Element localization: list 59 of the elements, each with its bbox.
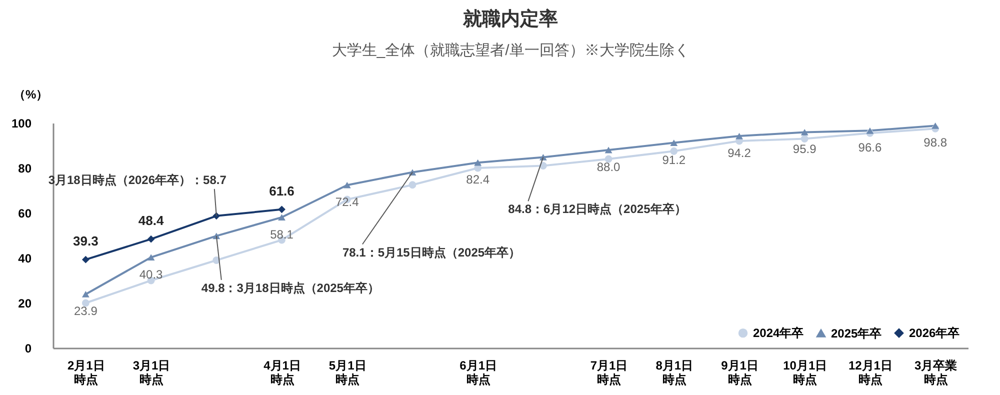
data-label: 88.0: [596, 160, 621, 174]
x-tick-label: 6月1日時点: [460, 358, 497, 386]
data-label: 98.8: [924, 136, 948, 150]
point: [604, 146, 612, 154]
point: [604, 155, 612, 163]
x-tick-label: 10月1日時点: [783, 358, 828, 386]
y-tick-label: 60: [18, 206, 32, 220]
y-tick-label: 40: [18, 252, 32, 266]
point: [82, 256, 90, 264]
data-label: 58.1: [270, 227, 294, 242]
y-axis-title: （%）: [14, 88, 48, 102]
data-label: 40.3: [139, 267, 164, 282]
point: [866, 127, 874, 134]
y-tick-label: 100: [11, 116, 32, 130]
point: [474, 159, 482, 166]
point: [278, 206, 286, 214]
x-tick-label: 3月卒業時点: [914, 358, 958, 386]
data-label: 72.4: [335, 195, 360, 210]
x-tick-label: 2月1日時点: [68, 358, 105, 386]
point: [278, 214, 286, 220]
x-tick-label: 12月1日時点: [848, 358, 892, 386]
data-label: 95.9: [792, 142, 817, 156]
y-tick-label: 80: [18, 162, 32, 176]
x-tick-label: 4月1日時点: [264, 358, 301, 386]
point: [408, 181, 416, 189]
data-label: 23.9: [74, 304, 98, 318]
point: [147, 254, 155, 261]
x-tick-label: 3月1日時点: [132, 358, 170, 386]
data-label: 49.8：3月18日時点（2025年卒）: [201, 280, 380, 295]
data-label: 78.1：5月15日時点（2025年卒）: [342, 245, 521, 260]
point: [800, 129, 808, 136]
x-tick-label: 7月1日時点: [590, 358, 628, 386]
data-label: 84.8：6月12日時点（2025年卒）: [508, 202, 686, 216]
data-label: 94.2: [728, 146, 752, 160]
data-label: 61.6: [269, 183, 294, 198]
y-tick-label: 0: [24, 342, 32, 356]
point: [147, 235, 155, 243]
point: [670, 140, 678, 146]
point: [82, 291, 90, 298]
legend-label: 2026年卒: [909, 326, 960, 340]
chart-title: 就職内定率: [462, 8, 558, 30]
point: [800, 135, 808, 142]
data-label: 96.6: [858, 140, 882, 155]
x-tick-label: 8月1日時点: [656, 358, 694, 386]
point: [736, 132, 743, 140]
x-tick-label: 9月1日時点: [721, 358, 758, 386]
legend-label: 2024年卒: [753, 326, 804, 340]
legend-label: 2025年卒: [831, 326, 882, 340]
chart-subtitle: 大学生_全体（就職志望者/単一回答）※大学院生除く: [332, 42, 690, 59]
y-tick-label: 20: [18, 296, 32, 310]
data-label: 48.4: [138, 213, 164, 228]
data-label: 82.4: [466, 172, 490, 187]
point: [670, 147, 678, 155]
data-label: 91.2: [662, 152, 686, 167]
x-tick-label: 5月1日時点: [328, 358, 366, 386]
point: [343, 182, 351, 188]
data-label: 39.3: [73, 234, 98, 249]
point: [932, 122, 940, 129]
point: [82, 299, 90, 307]
